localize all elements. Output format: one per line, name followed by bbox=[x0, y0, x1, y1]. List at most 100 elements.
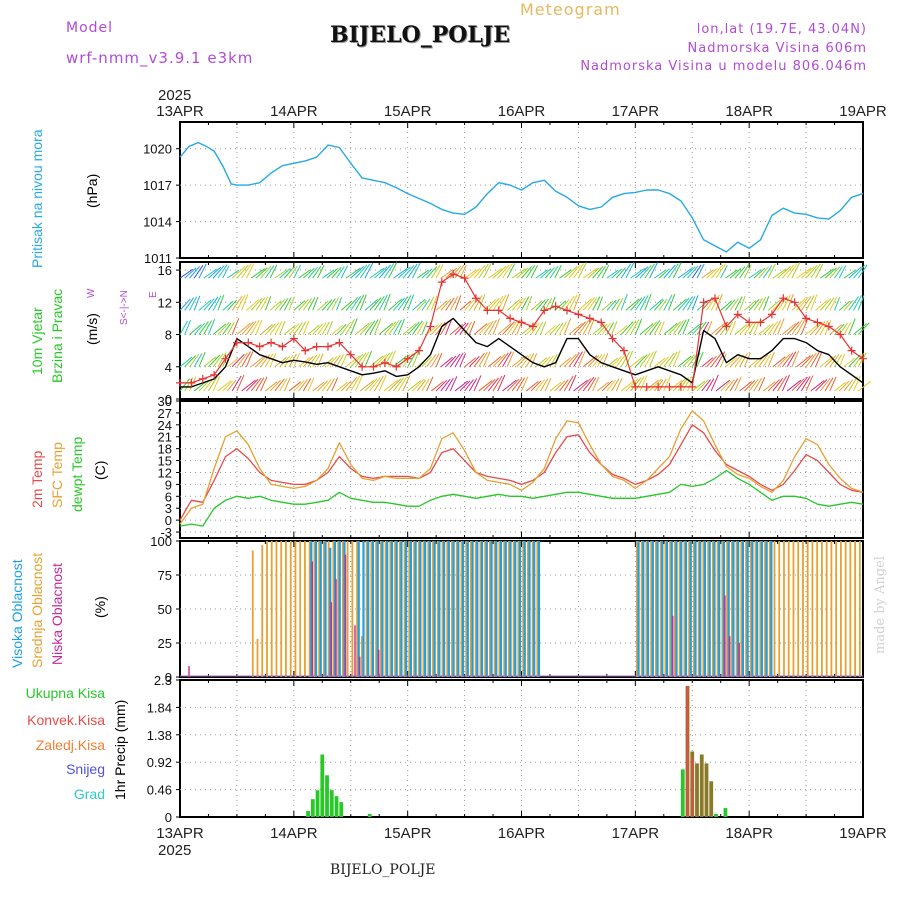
cloud-bar bbox=[514, 541, 517, 677]
gust-marker bbox=[517, 318, 526, 327]
cloud-bar bbox=[536, 541, 539, 677]
time-label-top: 13APR bbox=[156, 103, 204, 120]
wind-arrow bbox=[601, 380, 613, 392]
cloud-bar bbox=[356, 541, 359, 677]
wind-arrow bbox=[378, 322, 393, 335]
wind-arrow bbox=[355, 374, 364, 392]
wind-arrow bbox=[658, 321, 665, 335]
wind-arrow bbox=[559, 379, 569, 392]
wind-arrow bbox=[283, 297, 292, 311]
wind-arrow bbox=[198, 321, 209, 335]
wind-arrow bbox=[696, 263, 705, 279]
wind-arrow bbox=[302, 267, 315, 279]
wind-arrow bbox=[544, 355, 555, 368]
wind-arrow bbox=[203, 298, 215, 311]
p2-legend-name2: Brzina i Pravac bbox=[49, 289, 65, 383]
wind-arrow bbox=[435, 379, 448, 392]
wind-arrow bbox=[421, 321, 428, 335]
wind-arrow bbox=[198, 351, 206, 367]
cloud-bar bbox=[460, 541, 463, 677]
cloud-bar bbox=[759, 541, 762, 677]
wind-arrow bbox=[241, 263, 252, 279]
wind-arrow bbox=[838, 300, 851, 311]
wind-arrow bbox=[435, 300, 448, 311]
p5-legend-unit: 1hr Precip (mm) bbox=[112, 700, 128, 800]
wind-arrow bbox=[217, 264, 228, 279]
wind-arrow bbox=[241, 351, 251, 368]
wind-arrow bbox=[563, 318, 572, 335]
wind-arrow bbox=[264, 296, 272, 311]
wind-arrow bbox=[625, 350, 634, 367]
gust-marker bbox=[460, 274, 469, 283]
cloud-bar bbox=[490, 541, 493, 677]
wind-arrow bbox=[687, 265, 699, 279]
cloud-bar bbox=[735, 541, 738, 677]
wind-arrow bbox=[829, 324, 842, 335]
y-tick-label: 6 bbox=[165, 489, 172, 504]
gust-marker bbox=[415, 346, 424, 355]
wind-arrow bbox=[853, 264, 866, 279]
gust-marker bbox=[779, 294, 788, 303]
cloud-bar bbox=[768, 541, 771, 677]
cloud-bar bbox=[455, 541, 458, 677]
wind-arrow bbox=[634, 354, 648, 368]
wind-arrow bbox=[227, 379, 237, 392]
wind-arrow bbox=[421, 268, 433, 279]
wind-arrow bbox=[250, 319, 260, 335]
wind-arrow bbox=[189, 266, 201, 279]
cloud-bar bbox=[821, 541, 823, 677]
wind-arrow bbox=[369, 355, 384, 368]
wind-arrow bbox=[336, 323, 347, 335]
conv-precip-bar bbox=[691, 757, 694, 817]
wind-arrow bbox=[843, 357, 856, 368]
precip-bar bbox=[325, 775, 329, 817]
wind-arrow bbox=[478, 351, 488, 368]
wind-arrow bbox=[682, 318, 690, 335]
wind-arrow bbox=[364, 378, 378, 392]
wind-arrow bbox=[540, 298, 549, 311]
wind-arrow bbox=[502, 263, 513, 279]
cloud-bar bbox=[261, 545, 264, 677]
wind-arrow bbox=[853, 295, 862, 311]
wind-arrow bbox=[663, 352, 675, 368]
compass-ns: S<-|->N bbox=[119, 290, 130, 325]
wind-arrow bbox=[454, 380, 469, 392]
wind-arrow bbox=[834, 266, 843, 279]
wind-arrow bbox=[615, 377, 623, 392]
wind-arrow bbox=[672, 378, 687, 392]
cloud-bar bbox=[741, 541, 745, 677]
wind-arrow bbox=[791, 262, 801, 279]
y-tick-label: 25 bbox=[158, 636, 172, 651]
wind-arrow bbox=[687, 353, 698, 368]
wind-arrow bbox=[587, 297, 598, 311]
wind-arrow bbox=[369, 267, 385, 279]
wind-arrow bbox=[800, 354, 814, 368]
wind-arrow bbox=[568, 264, 581, 279]
wind-arrow bbox=[639, 295, 649, 311]
wind-arrow bbox=[535, 321, 544, 335]
y-tick-label: 0 bbox=[165, 392, 172, 407]
wind-arrow bbox=[336, 266, 345, 279]
cloud-bar bbox=[531, 541, 534, 677]
wind-arrow bbox=[639, 323, 654, 335]
wind-arrow bbox=[227, 269, 240, 279]
wind-arrow bbox=[615, 267, 626, 279]
cloud-bar bbox=[476, 541, 479, 677]
wind-arrow bbox=[592, 376, 600, 392]
cloud-bar bbox=[711, 541, 714, 677]
wind-arrow bbox=[284, 324, 296, 335]
gust-marker bbox=[210, 370, 219, 379]
wind-arrow bbox=[634, 376, 645, 392]
compass-w: W bbox=[86, 288, 97, 298]
wind-arrow bbox=[544, 297, 553, 311]
wind-arrow bbox=[473, 352, 485, 368]
cloud-bar bbox=[694, 541, 697, 677]
wind-arrow bbox=[326, 320, 333, 335]
wind-arrow bbox=[672, 320, 684, 335]
wind-arrow bbox=[397, 296, 409, 311]
cloud-bar bbox=[835, 541, 838, 677]
wind-arrow bbox=[620, 321, 634, 335]
wind-arrow bbox=[426, 354, 437, 368]
y-tick-label: 9 bbox=[165, 477, 172, 492]
wind-arrow bbox=[725, 299, 736, 311]
